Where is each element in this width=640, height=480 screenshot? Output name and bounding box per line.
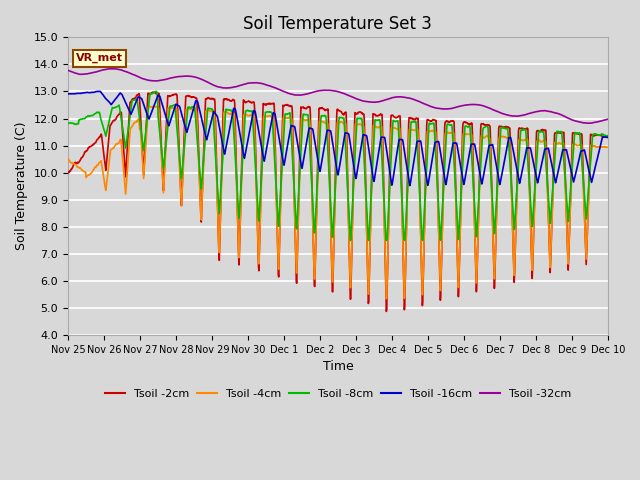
Legend: Tsoil -2cm, Tsoil -4cm, Tsoil -8cm, Tsoil -16cm, Tsoil -32cm: Tsoil -2cm, Tsoil -4cm, Tsoil -8cm, Tsoi… <box>100 385 575 404</box>
Text: VR_met: VR_met <box>76 53 123 63</box>
Y-axis label: Soil Temperature (C): Soil Temperature (C) <box>15 122 28 251</box>
Title: Soil Temperature Set 3: Soil Temperature Set 3 <box>243 15 433 33</box>
X-axis label: Time: Time <box>323 360 353 373</box>
